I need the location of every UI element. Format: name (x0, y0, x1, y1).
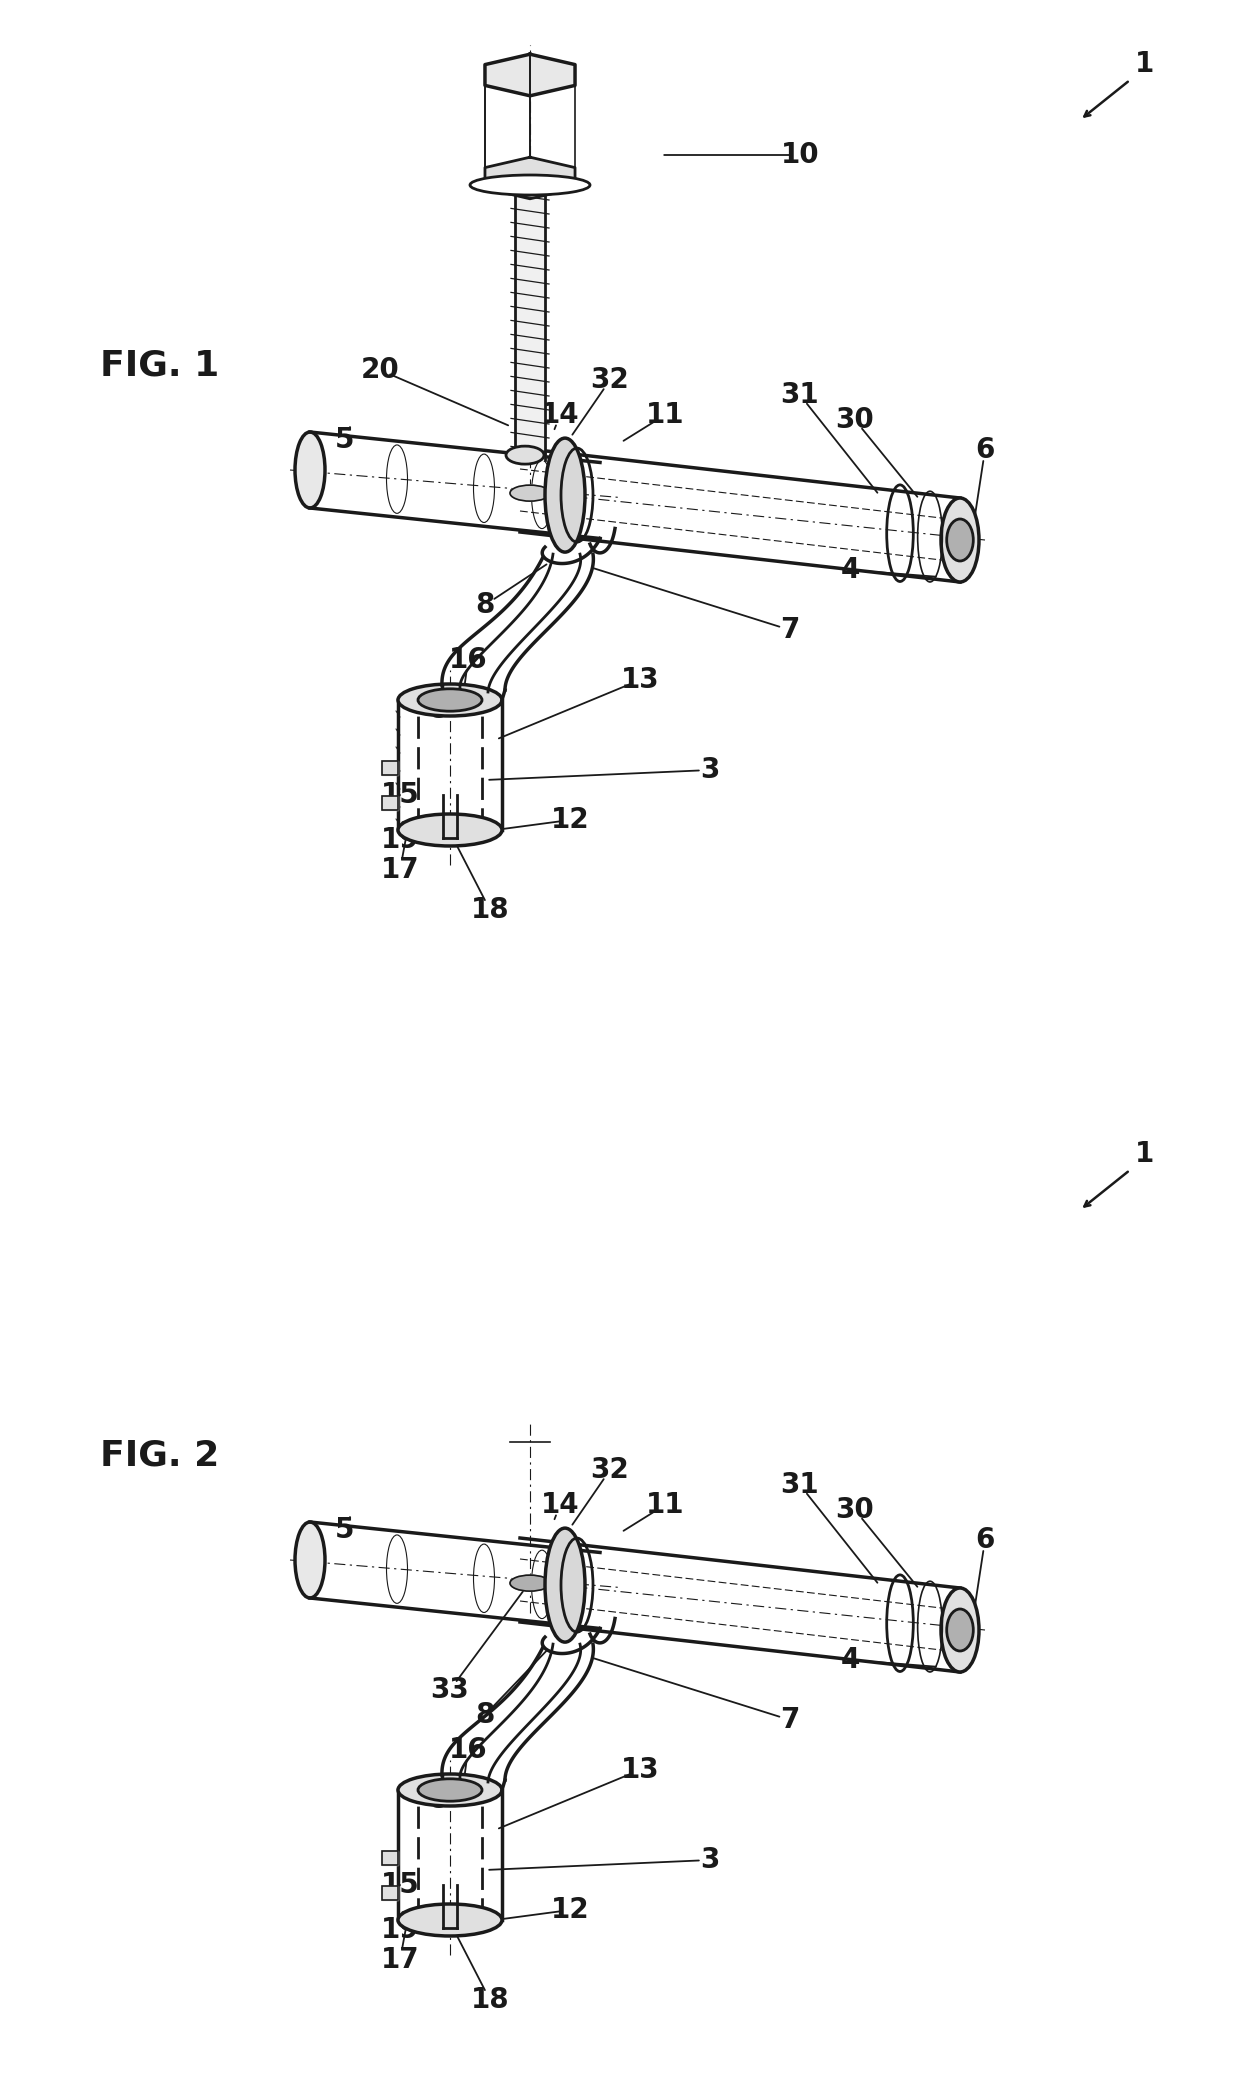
Text: 8: 8 (475, 591, 495, 620)
Text: 32: 32 (590, 1457, 630, 1484)
Ellipse shape (398, 1903, 502, 1937)
Polygon shape (485, 54, 575, 96)
Text: 20: 20 (361, 357, 399, 384)
Text: 16: 16 (449, 1736, 487, 1764)
Ellipse shape (295, 432, 325, 507)
Text: 11: 11 (646, 401, 684, 430)
Text: 13: 13 (621, 1755, 660, 1784)
Text: 30: 30 (836, 407, 874, 434)
Text: 15: 15 (381, 1872, 419, 1899)
Polygon shape (485, 157, 575, 198)
Text: 7: 7 (780, 616, 800, 645)
Bar (382, 1887, 398, 1899)
Text: 18: 18 (471, 895, 510, 925)
Text: 17: 17 (381, 1945, 419, 1974)
Text: 30: 30 (836, 1496, 874, 1524)
Text: 32: 32 (590, 365, 630, 394)
Text: 33: 33 (430, 1676, 470, 1703)
Text: 14: 14 (541, 1490, 579, 1519)
Text: 31: 31 (781, 1471, 820, 1498)
Ellipse shape (398, 685, 502, 716)
Text: 19: 19 (381, 1916, 419, 1943)
Ellipse shape (941, 1588, 980, 1672)
Ellipse shape (546, 1528, 585, 1642)
Ellipse shape (941, 499, 980, 582)
Text: 4: 4 (841, 1647, 859, 1674)
Ellipse shape (418, 1778, 482, 1801)
Text: 10: 10 (781, 142, 820, 169)
Bar (382, 1851, 398, 1866)
Text: 1: 1 (1136, 50, 1154, 77)
Text: FIG. 2: FIG. 2 (100, 1438, 219, 1471)
Ellipse shape (398, 1774, 502, 1805)
Text: 2: 2 (960, 515, 980, 545)
Text: 31: 31 (781, 382, 820, 409)
Bar (382, 1851, 398, 1866)
Bar (382, 795, 398, 810)
Ellipse shape (470, 175, 590, 194)
Text: 14: 14 (541, 401, 579, 430)
Bar (515, 179, 546, 459)
Ellipse shape (946, 1609, 973, 1651)
Ellipse shape (295, 1521, 325, 1599)
Ellipse shape (506, 447, 544, 463)
Ellipse shape (946, 520, 973, 561)
Text: 3: 3 (701, 755, 719, 785)
Text: 6: 6 (976, 436, 994, 463)
Text: 4: 4 (841, 555, 859, 584)
Text: 16: 16 (449, 647, 487, 674)
Text: 8: 8 (475, 1701, 495, 1728)
Text: 3: 3 (701, 1847, 719, 1874)
Text: 19: 19 (381, 826, 419, 854)
Text: 17: 17 (381, 856, 419, 885)
Text: 12: 12 (551, 1895, 589, 1924)
Text: 12: 12 (551, 806, 589, 835)
Text: 7: 7 (780, 1705, 800, 1734)
Ellipse shape (510, 484, 551, 501)
Ellipse shape (546, 438, 585, 553)
Text: 2: 2 (960, 1607, 980, 1634)
Text: 18: 18 (471, 1987, 510, 2014)
Text: 9: 9 (430, 1786, 450, 1814)
Text: 1: 1 (1136, 1140, 1154, 1169)
Text: 15: 15 (381, 781, 419, 810)
Ellipse shape (398, 814, 502, 845)
Bar (382, 762, 398, 774)
Ellipse shape (418, 689, 482, 712)
Text: 11: 11 (646, 1490, 684, 1519)
Text: 5: 5 (335, 1515, 355, 1544)
Text: FIG. 1: FIG. 1 (100, 349, 219, 382)
Bar (382, 1887, 398, 1899)
Bar (382, 795, 398, 810)
Bar (382, 762, 398, 774)
Text: 6: 6 (976, 1526, 994, 1555)
Text: 13: 13 (621, 666, 660, 695)
Text: 5: 5 (335, 426, 355, 455)
Text: 9: 9 (430, 695, 450, 724)
Ellipse shape (510, 1576, 551, 1590)
